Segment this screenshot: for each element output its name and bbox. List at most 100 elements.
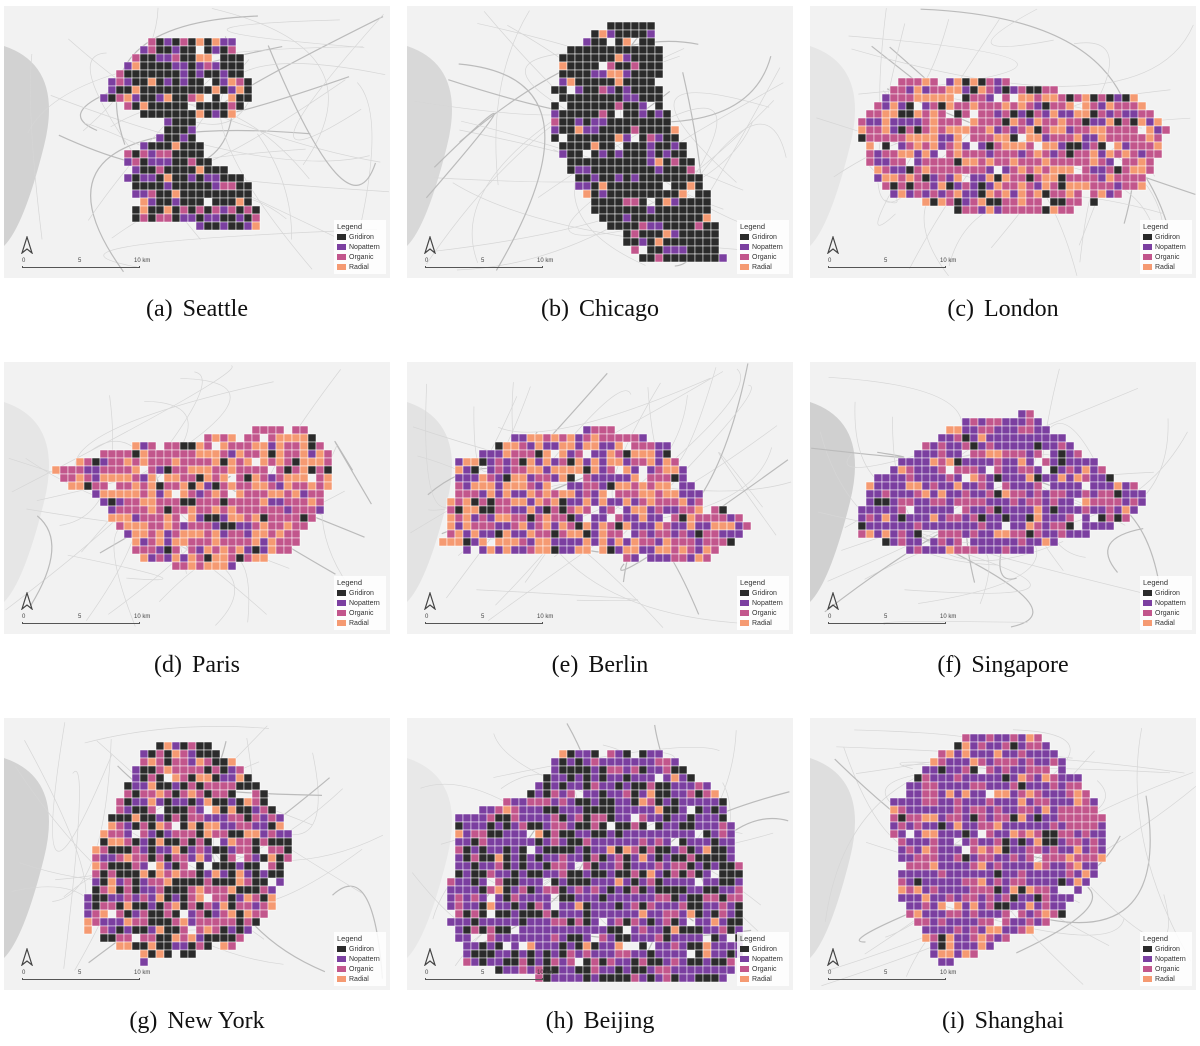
grid-cell <box>614 173 624 183</box>
grid-cell <box>961 933 971 943</box>
grid-cell <box>542 925 552 935</box>
grid-cell <box>235 529 245 539</box>
grid-cell <box>251 505 261 515</box>
grid-cell <box>881 489 891 499</box>
grid-cell <box>1129 173 1139 183</box>
grid-cell <box>478 925 488 935</box>
grid-cell <box>1001 189 1011 199</box>
grid-cell <box>929 821 939 831</box>
grid-cell <box>614 757 624 767</box>
grid-cell <box>1057 197 1067 207</box>
grid-cell <box>195 893 205 903</box>
grid-cell <box>574 449 584 459</box>
grid-cell <box>1097 829 1107 839</box>
grid-cell <box>534 861 544 871</box>
grid-cell <box>694 489 704 499</box>
legend-swatch <box>1143 590 1152 596</box>
grid-cell <box>219 861 229 871</box>
grid-cell <box>646 21 656 31</box>
legend-label: Nopattern <box>349 243 380 251</box>
grid-cell <box>187 109 197 119</box>
grid-cell <box>1073 861 1083 871</box>
grid-cell <box>1025 149 1035 159</box>
grid-cell <box>227 545 237 555</box>
grid-cell <box>123 941 133 951</box>
grid-cell <box>147 149 157 159</box>
grid-cell <box>630 77 640 87</box>
grid-cell <box>1017 529 1027 539</box>
grid-cell <box>590 449 600 459</box>
grid-cell <box>203 513 213 523</box>
grid-cell <box>243 433 253 443</box>
grid-cell <box>259 797 269 807</box>
grid-cell <box>147 173 157 183</box>
grid-cell <box>243 821 253 831</box>
grid-cell <box>227 481 237 491</box>
map-canvas <box>4 362 390 634</box>
grid-cell <box>710 537 720 547</box>
grid-cell <box>211 933 221 943</box>
grid-cell <box>267 829 277 839</box>
grid-cell <box>494 473 504 483</box>
grid-cell <box>219 917 229 927</box>
grid-cell <box>662 925 672 935</box>
grid-cell <box>123 917 133 927</box>
grid-cell <box>1033 149 1043 159</box>
grid-cell <box>1001 465 1011 475</box>
grid-cell <box>147 449 157 459</box>
grid-cell <box>622 457 632 467</box>
grid-cell <box>993 149 1003 159</box>
grid-cell <box>227 61 237 71</box>
grid-cell <box>606 773 616 783</box>
grid-cell <box>937 529 947 539</box>
grid-cell <box>993 853 1003 863</box>
grid-cell <box>582 489 592 499</box>
grid-cell <box>454 901 464 911</box>
grid-cell <box>1049 441 1059 451</box>
grid-cell <box>526 821 536 831</box>
grid-cell <box>630 765 640 775</box>
grid-cell <box>702 877 712 887</box>
grid-cell <box>670 773 680 783</box>
grid-cell <box>139 213 149 223</box>
grid-cell <box>163 497 173 507</box>
grid-cell <box>558 925 568 935</box>
grid-cell <box>598 505 608 515</box>
grid-cell <box>694 933 704 943</box>
grid-cell <box>163 909 173 919</box>
grid-cell <box>977 733 987 743</box>
grid-cell <box>945 861 955 871</box>
grid-cell <box>1009 869 1019 879</box>
grid-cell <box>235 521 245 531</box>
grid-cell <box>526 813 536 823</box>
pattern-cells <box>446 749 744 983</box>
grid-cell <box>219 221 229 231</box>
grid-cell <box>139 877 149 887</box>
grid-cell <box>710 245 720 255</box>
grid-cell <box>131 473 141 483</box>
grid-cell <box>985 441 995 451</box>
legend-title: Legend <box>337 578 363 587</box>
grid-cell <box>662 465 672 475</box>
grid-cell <box>662 481 672 491</box>
grid-cell <box>550 433 560 443</box>
grid-cell <box>638 221 648 231</box>
grid-cell <box>921 893 931 903</box>
grid-cell <box>1009 837 1019 847</box>
grid-cell <box>1049 433 1059 443</box>
grid-cell <box>1065 837 1075 847</box>
grid-cell <box>726 837 736 847</box>
grid-cell <box>913 133 923 143</box>
scale-label-0: 0 <box>22 970 26 976</box>
grid-cell <box>1009 197 1019 207</box>
road <box>495 10 530 186</box>
grid-cell <box>462 521 472 531</box>
grid-cell <box>646 441 656 451</box>
grid-cell <box>993 101 1003 111</box>
grid-cell <box>582 45 592 55</box>
grid-cell <box>219 473 229 483</box>
grid-cell <box>470 917 480 927</box>
grid-cell <box>929 537 939 547</box>
grid-cell <box>582 181 592 191</box>
grid-cell <box>622 473 632 483</box>
